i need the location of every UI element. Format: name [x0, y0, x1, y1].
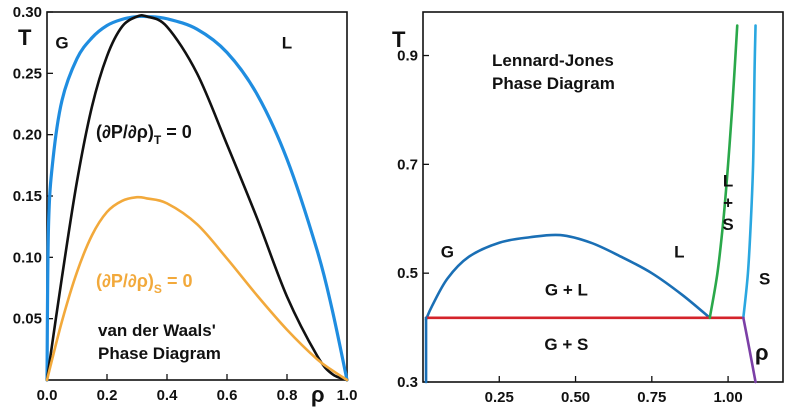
vdw-xtick-label: 1.0 [337, 387, 358, 404]
lj-frame [422, 11, 784, 383]
vdw-spinodal-label: (∂P/∂ρ)T = 0 [96, 122, 192, 147]
vdw-series [45, 13, 349, 382]
lj-region-label: L [674, 242, 684, 261]
lj-series [424, 24, 757, 384]
vdw-ytick-label: 0.10 [13, 249, 42, 266]
lj-series-liquid-gas-coexistence [424, 233, 712, 321]
lj-region-label: G + S [544, 335, 588, 354]
vdw-xtick-label: 0.2 [97, 387, 118, 404]
vdw-title-line-2: Phase Diagram [98, 344, 221, 363]
lj-ytick-label: 0.5 [397, 265, 418, 282]
vdw-series-adiabatic-spinodal [45, 195, 349, 382]
lj-region-label: G + L [545, 281, 588, 300]
lj-title-line-2: Phase Diagram [492, 74, 615, 93]
vdw-ylabel: T [18, 25, 32, 50]
lj-region-label: L [723, 172, 733, 191]
lj-series-solid-boundary-low-t- [742, 316, 757, 384]
lj-series-solid-melting-line [742, 24, 757, 320]
lj-series-liquid-freezing-line [708, 24, 739, 320]
lj-region-label: S [759, 270, 770, 289]
vdw-ytick-label: 0.25 [13, 65, 42, 82]
vdw-xlabel: ρ [311, 382, 325, 407]
vdw-xtick-label: 0.0 [37, 387, 58, 404]
vdw-xtick-label: 0.4 [157, 387, 179, 404]
vdw-series-spinodal [45, 13, 349, 382]
lj-xtick-label: 0.75 [637, 389, 666, 406]
lj-xtick-label: 0.25 [485, 389, 514, 406]
lj-xlabel: ρ [755, 340, 769, 365]
lj-ylabel: T [392, 27, 406, 52]
lj-regions: G L G + L G + S S L + S [441, 172, 771, 354]
vdw-region-label: G [55, 34, 68, 53]
lj-ytick-label: 0.3 [397, 374, 418, 391]
lj-xtick-label: 0.50 [561, 389, 590, 406]
vdw-ticks: 0.0 0.2 0.4 0.6 0.8 1.0 0.05 0.10 0.15 0.20 0.25 0.… [13, 4, 358, 404]
vdw-ytick-label: 0.15 [13, 188, 42, 205]
lj-xtick-label: 1.00 [713, 389, 742, 406]
lj-title-line-1: Lennard-Jones [492, 51, 614, 70]
lj-ytick-label: 0.7 [397, 156, 418, 173]
vdw-adiabatic-label: (∂P/∂ρ)S = 0 [96, 271, 192, 296]
lj-ticks: 0.25 0.50 0.75 1.00 0.3 0.5 0.7 0.9 [397, 48, 743, 406]
vdw-ytick-label: 0.30 [13, 4, 42, 21]
vdw-xtick-label: 0.8 [277, 387, 298, 404]
lj-region-label: + [723, 193, 733, 212]
vdw-xtick-label: 0.6 [217, 387, 238, 404]
lj-panel: 0.25 0.50 0.75 1.00 0.3 0.5 0.7 0.9 G L G + L G + … [392, 11, 784, 406]
lj-region-label: G [441, 242, 454, 261]
vdw-region-label: L [282, 34, 292, 53]
lj-region-label: S [722, 215, 733, 234]
vdw-title-line-1: van der Waals' [98, 321, 216, 340]
vdw-ytick-label: 0.05 [13, 311, 42, 328]
vdw-ytick-label: 0.20 [13, 127, 42, 144]
vdw-panel: 0.0 0.2 0.4 0.6 0.8 1.0 0.05 0.10 0.15 0.20 0.25 0.… [13, 4, 358, 407]
lj-ytick-label: 0.9 [397, 48, 418, 65]
